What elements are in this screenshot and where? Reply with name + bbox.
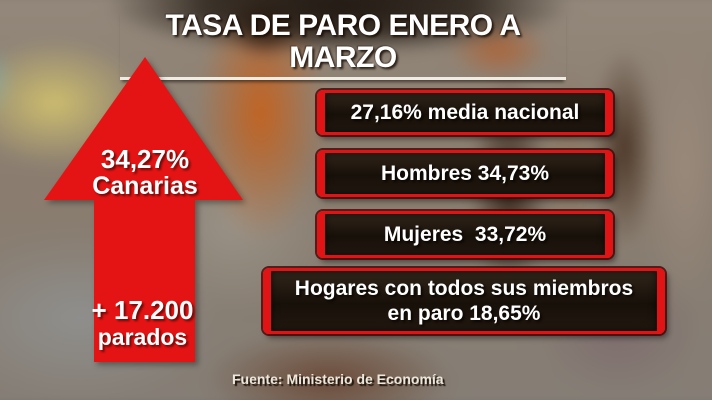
parados-delta-label: parados	[97, 324, 188, 350]
canarias-rate-value: 34,27%	[100, 144, 190, 174]
up-arrow	[44, 57, 243, 362]
arrow-label-canarias: 34,27% Canarias	[55, 144, 235, 200]
stat-box-hombres: Hombres 34,73%	[317, 150, 613, 197]
stat-box-hogares: Hogares con todos sus miembros en paro 1…	[263, 268, 665, 334]
stat-box-media-nacional: 27,16% media nacional	[317, 90, 613, 135]
canarias-region-label: Canarias	[92, 172, 198, 200]
parados-delta-value: + 17.200	[91, 295, 194, 325]
page-title: TASA DE PARO ENERO A MARZO	[120, 10, 566, 80]
stat-hombres-text: Hombres 34,73%	[380, 162, 550, 185]
stat-media-nacional-text: 27,16% media nacional	[350, 101, 580, 124]
stat-hogares-line2: en paro 18,65%	[387, 302, 541, 325]
stat-mujeres-text: Mujeres 33,72%	[383, 223, 547, 246]
stat-hogares-line1: Hogares con todos sus miembros	[294, 277, 634, 300]
stat-box-mujeres: Mujeres 33,72%	[317, 211, 613, 258]
source-credit: Fuente: Ministerio de Economía	[232, 371, 444, 387]
up-arrow-shape	[44, 57, 243, 362]
arrow-label-parados: + 17.200 parados	[50, 295, 235, 351]
